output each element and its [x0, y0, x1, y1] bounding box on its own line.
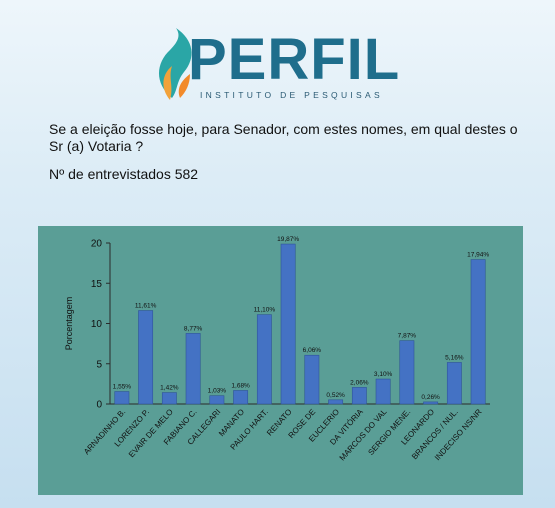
bar [470, 259, 486, 405]
bar [423, 401, 439, 405]
y-tick-label: 15 [91, 279, 103, 290]
bar [114, 391, 130, 405]
bar [185, 333, 201, 405]
bar [375, 378, 391, 405]
bar [256, 314, 272, 405]
chart-panel: 0 5 10 15 20 Porcentagem 1,55% ARNADINHO B. 11,6… [38, 226, 523, 495]
data-label: 0,26% [421, 394, 440, 401]
y-tick-label: 20 [91, 239, 103, 250]
y-tick-label: 10 [91, 319, 103, 330]
y-axis-label: Porcentagem [64, 297, 74, 351]
data-label: 11,61% [135, 303, 157, 310]
bar [233, 390, 249, 405]
logo-subtitle: INSTITUTO DE PESQUISAS [200, 90, 383, 100]
bar [138, 310, 154, 405]
bar [161, 392, 177, 405]
logo: PERFIL INSTITUTO DE PESQUISAS [150, 27, 399, 103]
logo-wordmark: PERFIL [188, 27, 401, 92]
y-tick-label: 0 [96, 400, 102, 411]
data-label: 7,87% [398, 333, 417, 340]
x-tick-label: ARNADINHO B. [82, 407, 127, 456]
flame-icon [159, 28, 192, 100]
data-label: 8,77% [184, 325, 203, 332]
data-label: 5,16% [445, 354, 464, 361]
survey-question: Se a eleição fosse hoje, para Senador, c… [49, 121, 518, 154]
bar-chart: 0 5 10 15 20 Porcentagem 1,55% ARNADINHO B. 11,6… [64, 236, 490, 462]
data-label: 19,87% [277, 236, 299, 243]
bar [446, 362, 462, 405]
data-label: 17,94% [467, 252, 489, 259]
bar [304, 354, 320, 405]
data-label: 6,06% [303, 347, 322, 354]
data-label: 0,52% [326, 392, 345, 399]
interviewed-count: Nº de entrevistados 582 [49, 166, 199, 182]
bar [280, 243, 296, 405]
x-tick-label: SERGIO MENE. [366, 407, 412, 457]
data-label: 2,06% [350, 379, 369, 386]
data-label: 3,10% [374, 371, 393, 378]
y-tick-label: 5 [96, 359, 102, 370]
bar [399, 340, 415, 405]
data-label: 1,42% [160, 385, 179, 392]
bar [209, 395, 225, 405]
bar [328, 399, 344, 405]
data-label: 1,55% [113, 384, 132, 391]
data-label: 1,03% [208, 388, 227, 395]
data-label: 11,10% [254, 307, 276, 314]
data-label: 1,68% [231, 382, 250, 389]
bar [351, 387, 367, 405]
